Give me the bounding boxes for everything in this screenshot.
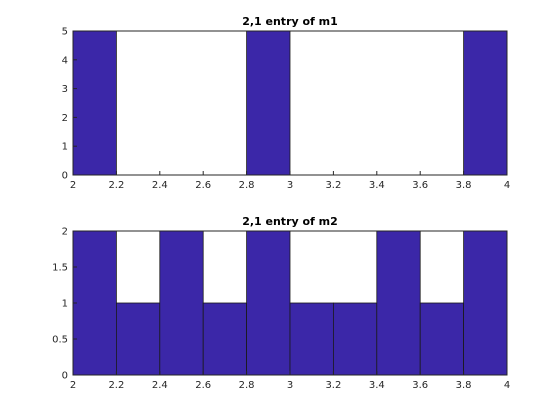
y-tick-label: 0 — [62, 171, 68, 182]
x-tick-label: 2 — [70, 380, 76, 391]
x-tick-label: 2.4 — [152, 380, 168, 391]
histogram-m1: 2,1 entry of m1 2 2.2 2.4 2.6 2.8 3 3.2 3.4 3.6 3… — [62, 15, 511, 191]
histogram-bar — [246, 230, 291, 376]
x-tick-label: 3.8 — [456, 380, 472, 391]
histogram-bar — [116, 302, 161, 376]
chart-title: 2,1 entry of m2 — [242, 215, 338, 228]
histogram-bar — [72, 30, 117, 176]
histogram-bar — [376, 230, 421, 376]
x-tick-label: 4 — [504, 380, 510, 391]
x-tick-label: 3.2 — [325, 180, 341, 191]
y-tick-label: 1.5 — [52, 263, 68, 274]
histogram-bar — [419, 302, 465, 376]
x-tick-label: 3.6 — [412, 180, 428, 191]
histogram-bar — [159, 230, 204, 376]
x-tick-label: 2.2 — [108, 180, 124, 191]
y-tick-label: 0 — [62, 371, 68, 382]
histogram-bar — [332, 302, 378, 376]
y-tick-label: 1 — [62, 299, 68, 310]
histogram-bar — [463, 30, 508, 176]
x-tick-label: 2.4 — [152, 180, 168, 191]
x-tick-label: 3.4 — [369, 180, 385, 191]
x-tick-label: 3 — [287, 180, 293, 191]
x-tick-label: 2.6 — [195, 180, 211, 191]
x-tick-label: 3.8 — [456, 180, 472, 191]
y-tick-label: 2 — [62, 227, 68, 238]
y-tick-label: 0.5 — [52, 335, 68, 346]
x-tick-label: 3.4 — [369, 380, 385, 391]
x-tick-label: 2.6 — [195, 380, 211, 391]
histogram-bar — [246, 30, 291, 176]
histogram-bar — [463, 230, 508, 376]
x-tick-label: 2.8 — [239, 180, 255, 191]
histogram-bar — [289, 302, 334, 376]
y-tick-label: 3 — [62, 84, 68, 95]
x-tick-label: 2.8 — [239, 380, 255, 391]
x-tick-label: 2 — [70, 180, 76, 191]
y-tick-label: 2 — [62, 113, 68, 124]
histogram-bar — [72, 230, 117, 376]
x-tick-label: 3 — [287, 380, 293, 391]
histogram-bar — [202, 302, 247, 376]
x-tick-label: 3.2 — [325, 380, 341, 391]
chart-title: 2,1 entry of m1 — [242, 15, 338, 28]
x-tick-label: 3.6 — [412, 380, 428, 391]
y-tick-label: 1 — [62, 142, 68, 153]
y-tick-label: 5 — [62, 27, 68, 38]
histogram-m2: 2,1 entry of m2 2 2.2 2.4 2.6 2.8 3 3.2 3.4 3.6 3… — [52, 215, 510, 391]
x-tick-label: 4 — [504, 180, 510, 191]
y-tick-label: 4 — [62, 55, 68, 66]
x-tick-label: 2.2 — [108, 380, 124, 391]
